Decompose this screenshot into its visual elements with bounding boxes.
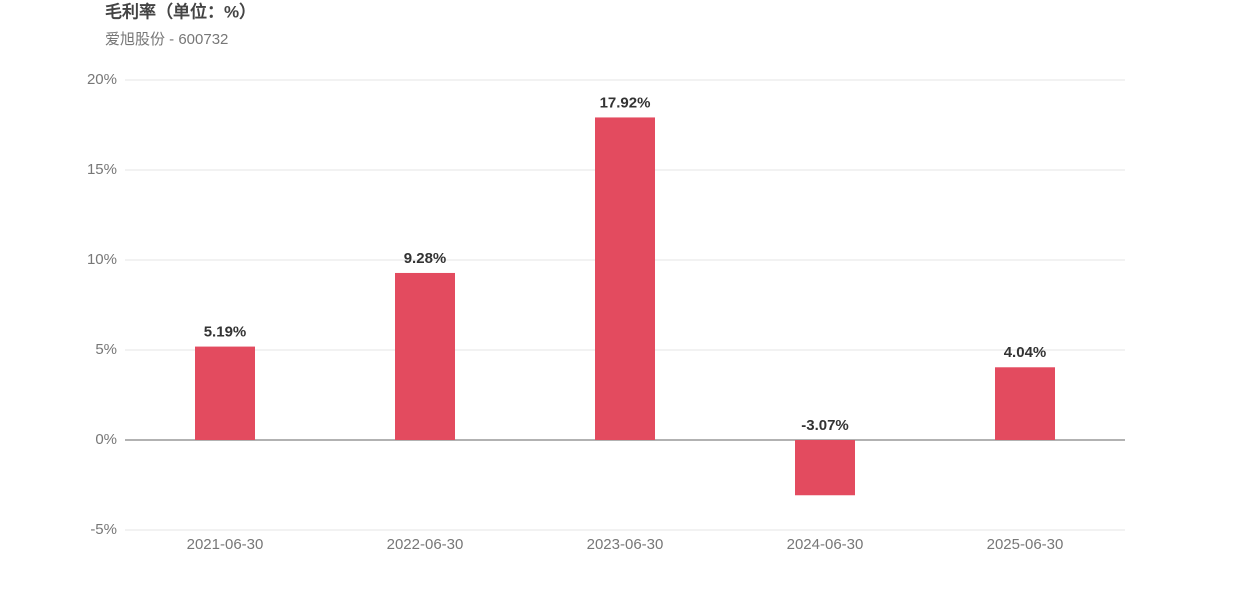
value-label: 17.92% xyxy=(600,94,651,111)
chart-title: 毛利率（单位：%） xyxy=(105,1,256,21)
value-label: 9.28% xyxy=(404,250,447,267)
x-tick-label: 2022-06-30 xyxy=(387,536,464,553)
x-tick-label: 2024-06-30 xyxy=(787,536,864,553)
y-tick-label: 15% xyxy=(87,161,117,178)
bar xyxy=(795,440,855,496)
y-tick-label: 10% xyxy=(87,251,117,268)
x-tick-label: 2021-06-30 xyxy=(187,536,264,553)
x-tick-label: 2023-06-30 xyxy=(587,536,664,553)
value-label: 5.19% xyxy=(204,324,247,341)
y-tick-label: 5% xyxy=(95,341,117,358)
value-label: 4.04% xyxy=(1004,344,1047,361)
y-tick-label: -5% xyxy=(90,521,117,538)
y-tick-label: 0% xyxy=(95,431,117,448)
y-tick-label: 20% xyxy=(87,71,117,88)
bar xyxy=(395,272,455,440)
value-label: -3.07% xyxy=(801,417,849,434)
chart-subtitle: 爱旭股份 - 600732 xyxy=(105,31,228,48)
x-tick-label: 2025-06-30 xyxy=(987,536,1064,553)
bar xyxy=(195,346,255,440)
bar xyxy=(595,117,655,440)
bar xyxy=(995,367,1055,440)
